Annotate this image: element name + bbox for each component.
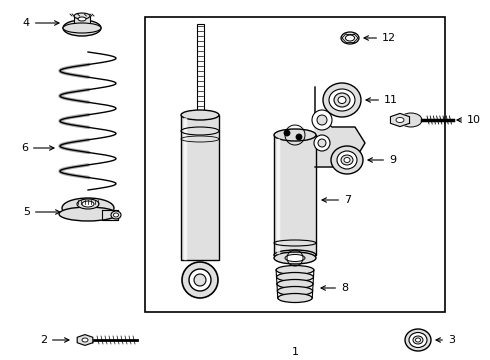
Circle shape [194,274,206,286]
Text: 8: 8 [321,283,348,293]
Ellipse shape [274,129,316,141]
Ellipse shape [341,32,359,44]
Ellipse shape [338,96,346,104]
Circle shape [317,115,327,125]
Ellipse shape [63,20,101,36]
Ellipse shape [78,17,86,21]
Bar [74,16,90,30]
Ellipse shape [63,23,101,33]
Ellipse shape [345,35,354,41]
Ellipse shape [111,211,121,219]
Text: 3: 3 [436,335,455,345]
Bar [274,135,316,255]
Polygon shape [77,334,93,345]
Ellipse shape [405,329,431,351]
Ellipse shape [400,113,422,127]
Circle shape [189,269,211,291]
Ellipse shape [82,201,94,207]
Ellipse shape [62,198,114,218]
Ellipse shape [274,252,316,264]
Circle shape [314,135,330,151]
Ellipse shape [341,155,353,165]
Circle shape [284,130,290,136]
Ellipse shape [337,151,357,169]
Ellipse shape [277,287,313,296]
Text: 4: 4 [23,18,59,28]
Ellipse shape [82,338,88,342]
Circle shape [296,134,302,140]
Ellipse shape [416,338,420,342]
Text: 1: 1 [292,347,298,357]
Ellipse shape [334,93,350,107]
Ellipse shape [396,117,404,122]
Ellipse shape [278,293,312,302]
Circle shape [182,262,218,298]
Ellipse shape [274,250,316,260]
Circle shape [318,139,326,147]
Text: 7: 7 [322,195,351,205]
Polygon shape [315,87,365,167]
Text: 12: 12 [364,33,396,43]
Text: 5: 5 [23,207,60,217]
Text: 11: 11 [366,95,398,105]
Text: 10: 10 [457,115,481,125]
Ellipse shape [331,146,363,174]
Circle shape [312,110,332,130]
Ellipse shape [59,207,117,221]
Ellipse shape [77,199,99,209]
Ellipse shape [329,89,355,111]
Ellipse shape [409,333,427,347]
Polygon shape [391,113,410,127]
Ellipse shape [323,83,361,117]
Ellipse shape [413,336,423,344]
Text: 6: 6 [21,143,54,153]
Polygon shape [102,210,118,220]
Ellipse shape [114,213,119,217]
Ellipse shape [276,266,314,274]
Bar [145,17,445,312]
Bar [197,24,204,115]
Ellipse shape [277,279,313,288]
Ellipse shape [285,255,305,261]
Text: 2: 2 [40,335,69,345]
Ellipse shape [344,158,350,162]
Ellipse shape [74,13,90,19]
Ellipse shape [276,273,314,282]
Text: 9: 9 [368,155,396,165]
Ellipse shape [181,110,219,120]
Bar [181,115,219,260]
